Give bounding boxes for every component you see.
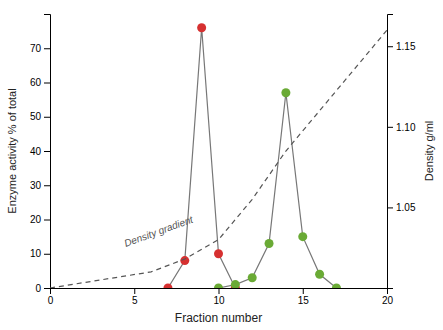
tick-mark [44, 117, 50, 118]
point [298, 232, 307, 241]
annotation: Density gradient [123, 213, 196, 248]
tick-label: 10 [213, 295, 225, 306]
tick-mark [44, 83, 50, 84]
point [248, 273, 257, 282]
tick-mark [387, 127, 393, 128]
point [163, 284, 172, 289]
tick: 40 [30, 146, 50, 157]
tick-label: 1.15 [396, 41, 416, 52]
tick-label: 40 [30, 146, 42, 157]
axis-line [388, 15, 394, 289]
point [180, 256, 189, 265]
tick-mark [44, 185, 50, 186]
point [332, 284, 341, 289]
tick-mark [44, 220, 50, 221]
tick-mark [303, 288, 304, 294]
y-axis-title: Enzyme activity % of total [6, 88, 18, 213]
tick-label: 60 [30, 77, 42, 88]
tick: 0 [35, 283, 50, 294]
tick: 1.05 [387, 202, 416, 213]
tick-mark [134, 288, 135, 294]
tick-mark [44, 151, 50, 152]
point [281, 88, 290, 97]
tick: 70 [30, 43, 50, 54]
tick: 1.15 [387, 41, 416, 52]
tick-mark [219, 288, 220, 294]
x-axis-title: Fraction number [175, 311, 262, 325]
tick-mark [387, 46, 393, 47]
tick: 15 [298, 288, 310, 306]
tick-label: 0 [48, 295, 54, 306]
tick-label: 70 [30, 43, 42, 54]
tick-mark [387, 207, 393, 208]
y-axis: 0 10 20 30 40 50 60 70 [30, 15, 51, 294]
tick-label: 0 [35, 283, 41, 294]
tick: 30 [30, 180, 50, 191]
tick-label: 20 [30, 214, 42, 225]
tick: 20 [382, 288, 394, 306]
tick: 20 [30, 214, 50, 225]
series-line [219, 93, 337, 288]
tick-mark [44, 288, 50, 289]
tick: 60 [30, 77, 50, 88]
tick: 0 [48, 288, 54, 306]
tick-label: 1.05 [396, 202, 416, 213]
tick-mark [44, 48, 50, 49]
series-line [50, 30, 387, 288]
tick-label: 1.10 [396, 122, 416, 133]
tick-label: 20 [382, 295, 394, 306]
point [214, 249, 223, 258]
tick: 5 [132, 288, 138, 306]
tick: 50 [30, 111, 50, 122]
tick: 10 [30, 248, 50, 259]
tick-mark [44, 254, 50, 255]
tick-label: 50 [30, 111, 42, 122]
tick-label: 15 [298, 295, 310, 306]
point [265, 239, 274, 248]
y2-axis: 1.05 1.10 1.15 [387, 15, 416, 289]
chart: 0 5 10 15 20 0 10 20 30 40 50 60 70 1.05 1.10 1.15 Densi… [0, 0, 443, 330]
marks [50, 23, 387, 288]
plot: 0 5 10 15 20 0 10 20 30 40 50 60 70 1.05 1.10 1.15 Densi… [6, 15, 435, 326]
point [315, 270, 324, 279]
point [214, 284, 223, 289]
series-line [168, 28, 235, 288]
point [197, 23, 206, 32]
y2-axis-title: Density g/ml [423, 121, 435, 182]
tick-label: 10 [30, 248, 42, 259]
tick-label: 30 [30, 180, 42, 191]
point [231, 280, 240, 288]
axis-line [44, 15, 51, 289]
tick-label: 5 [132, 295, 138, 306]
tick: 1.10 [387, 122, 416, 133]
axis-line [51, 289, 388, 295]
tick: 10 [213, 288, 225, 306]
x-axis: 0 5 10 15 20 [48, 288, 394, 306]
